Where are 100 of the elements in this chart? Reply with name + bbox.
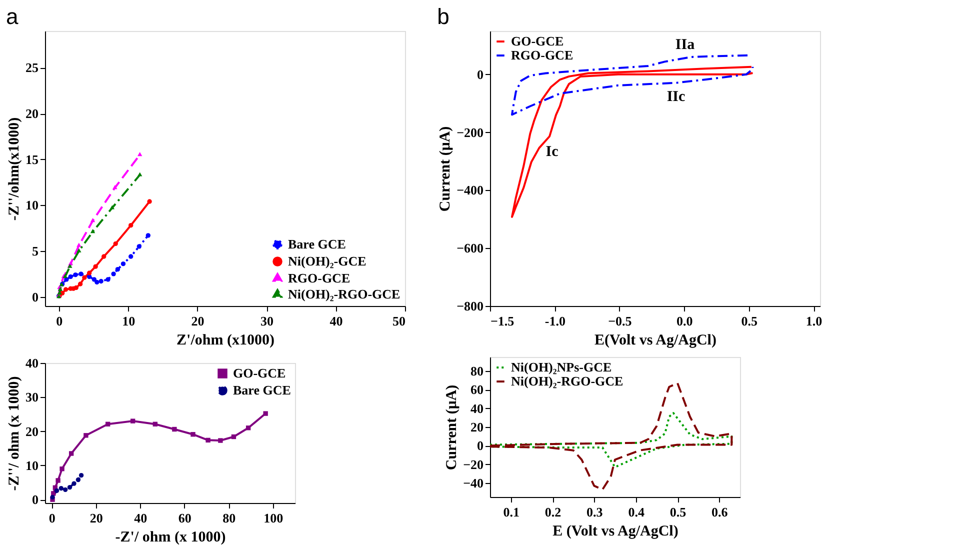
point (90, 229, 96, 234)
x-tick-label: −1.5 (490, 314, 515, 328)
point (63, 287, 68, 292)
y-tick-label: 20 (470, 420, 484, 434)
y-axis-title: -Z''/ ohm (x 1000) (6, 376, 22, 491)
x-tick-label: 0.5 (741, 314, 758, 328)
point (93, 264, 98, 269)
point (78, 282, 83, 286)
x-axis-title: Z'/ohm (x1000) (176, 332, 274, 348)
x-tick-label: 0.0 (676, 314, 693, 328)
point (105, 422, 110, 426)
legend-label: RGO-GCE (288, 270, 350, 286)
point (218, 438, 223, 443)
y-tick-label: −400 (456, 182, 484, 198)
y-tick-label: 5 (32, 244, 39, 258)
x-axis-title: -Z'/ ohm (x 1000) (115, 530, 226, 546)
x-tick-label: -1.0 (544, 314, 566, 328)
x-tick-label: −0.5 (608, 314, 632, 328)
y-tick-label: 60 (470, 382, 484, 398)
point (246, 426, 251, 430)
y-tick-label: 20 (26, 106, 38, 121)
legend-label: GO-GCE (233, 366, 286, 380)
y-tick-label: 80 (470, 364, 484, 378)
legend-label: Bare GCE (288, 236, 346, 252)
point (63, 487, 68, 492)
y-tick-label: −800 (456, 298, 484, 314)
x-tick-label: 30 (260, 314, 274, 328)
legend-label: Ni(OH)₂-GCE (288, 254, 366, 268)
y-tick-label: −20 (463, 456, 484, 472)
y-tick-label: −40 (463, 476, 484, 490)
point (68, 451, 74, 456)
y-tick-label: 0 (477, 66, 484, 82)
x-tick-label: 10 (122, 314, 136, 328)
point (73, 272, 78, 278)
point (84, 433, 88, 438)
point (98, 278, 104, 284)
y-tick-label: 0 (477, 438, 484, 454)
y-tick-label: 20 (26, 424, 38, 439)
x-axis-title: E (Volt vs Ag/AgCl) (552, 524, 678, 540)
point (102, 254, 106, 259)
point (136, 244, 142, 249)
point (68, 264, 72, 268)
x-tick-label: 0.2 (544, 504, 562, 520)
point (112, 185, 118, 190)
x-tick-label: 0.4 (628, 504, 645, 520)
y-tick-label: 0 (32, 289, 38, 304)
point (120, 261, 126, 266)
y-tick-label: −600 (456, 240, 484, 256)
point (138, 172, 142, 176)
point (78, 473, 84, 478)
point (58, 486, 64, 491)
point (130, 418, 136, 424)
point (152, 422, 158, 426)
x-tick-label: 40 (134, 510, 148, 526)
point (172, 426, 177, 432)
point (82, 275, 87, 280)
annotation: IIa (675, 37, 696, 53)
legend-label: GO-GCE (511, 34, 564, 48)
y-axis-title: -Z''/ohm(x1000) (6, 117, 22, 221)
x-tick-label: 20 (90, 510, 103, 526)
point (76, 242, 82, 247)
point (94, 280, 100, 285)
point (56, 478, 60, 483)
point (115, 266, 120, 272)
point (76, 248, 82, 252)
chart-title: a (6, 4, 19, 29)
y-tick-label: 10 (26, 198, 38, 213)
point (78, 272, 84, 276)
x-tick-label: 40 (330, 314, 343, 328)
x-tick-label: 0.3 (586, 504, 604, 520)
x-tick-label: 0 (48, 510, 56, 526)
y-tick-label: 25 (26, 60, 39, 76)
legend-label: Bare GCE (233, 382, 291, 398)
point (74, 285, 78, 290)
y-tick-label: 10 (26, 458, 38, 473)
legend-label: Ni(OH)₂-RGO-GCE (511, 374, 624, 388)
x-tick-label: 100 (264, 510, 284, 526)
legend-label: RGO-GCE (511, 48, 574, 62)
x-axis-title: E(Volt vs Ag/AgCl) (594, 332, 716, 348)
x-tick-label: 80 (222, 510, 236, 526)
point (106, 277, 110, 282)
y-tick-label: 30 (26, 390, 38, 405)
x-tick-label: 60 (178, 510, 192, 526)
line-series (511, 66, 754, 218)
annotation: IIc (666, 89, 686, 105)
y-axis-title: Current (μA) (444, 384, 460, 470)
point (263, 411, 268, 416)
point (86, 270, 92, 276)
y-tick-label: −200 (456, 124, 484, 140)
y-tick-label: 40 (470, 400, 484, 416)
chart-title: b (437, 4, 450, 29)
legend-label: Ni(OH)₂NPs-GCE (511, 360, 612, 374)
point (128, 254, 134, 259)
point (72, 481, 76, 486)
point (206, 438, 210, 443)
point (50, 494, 55, 500)
point (146, 233, 150, 238)
point (110, 205, 114, 210)
y-tick-label: 40 (26, 356, 38, 370)
point (147, 199, 152, 204)
